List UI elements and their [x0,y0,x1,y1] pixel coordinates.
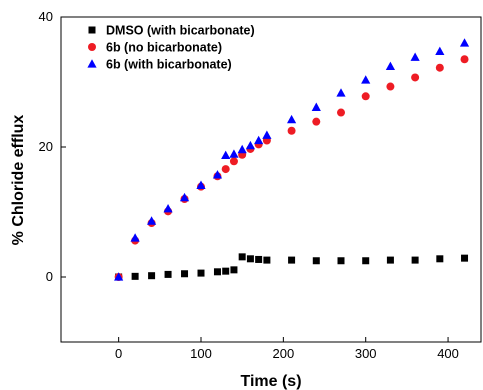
data-point-series-3 [385,61,396,70]
data-point-series-3 [459,38,470,47]
data-point-series-3 [262,130,272,139]
plot-frame [60,16,482,343]
x-tick-label: 0 [115,346,122,361]
data-point-series-3 [245,140,256,150]
data-point-series-1 [362,257,370,265]
data-point-series-3 [212,170,223,179]
data-point-series-2 [361,92,370,101]
data-point-series-1 [238,253,246,261]
data-point-series-3 [254,135,264,145]
data-point-series-3 [229,149,239,158]
data-point-series-2 [337,108,345,117]
data-point-series-2 [386,82,395,91]
legend: DMSO (with bicarbonate) 6b (no bicarbonat… [87,24,255,72]
legend-label-1: DMSO (with bicarbonate) [106,24,255,38]
legend-label-3: 6b (with bicarbonate) [106,58,232,72]
data-point-series-2 [229,157,238,166]
legend-marker-3 [87,59,97,68]
data-point-series-3 [311,102,321,111]
data-point-series-3 [435,46,445,56]
data-point-series-3 [130,233,140,242]
data-point-series-1 [148,272,156,280]
data-point-series-3 [114,272,124,281]
data-point-series-2 [312,117,321,126]
data-point-series-3 [196,180,206,189]
y-tick-label: 40 [39,9,53,24]
legend-marker-1 [88,26,96,34]
data-point-series-1 [181,270,189,278]
legend-label-2: 6b (no bicarbonate) [106,41,222,55]
data-point-series-1 [263,256,271,264]
data-point-series-1 [230,266,238,274]
data-point-series-3 [410,52,420,61]
data-point-series-1 [461,254,469,262]
data-point-series-1 [222,267,230,275]
x-tick-label: 400 [437,346,459,361]
data-point-series-1 [197,269,205,277]
x-tick-label: 200 [273,346,295,361]
data-point-series-1 [164,270,172,278]
data-point-series-2 [287,126,296,135]
data-point-series-1 [411,256,419,264]
x-tick-label: 100 [190,346,212,361]
data-point-series-3 [361,75,371,84]
data-point-series-1 [436,255,444,263]
y-tick-label: 0 [46,269,53,284]
data-point-series-1 [255,255,263,263]
data-point-series-1 [131,272,139,280]
data-point-series-1 [386,256,394,264]
data-point-series-1 [312,257,320,265]
y-axis-label: % Chloride efflux [10,115,27,246]
data-marks [114,38,470,281]
data-point-series-3 [163,203,173,213]
data-point-series-3 [237,144,247,154]
x-axis-label: Time (s) [240,373,301,390]
data-point-series-1 [337,257,345,265]
data-point-series-2 [411,73,420,82]
data-point-series-3 [336,88,346,97]
y-tick-label: 20 [39,139,53,154]
data-point-series-1 [213,268,221,276]
data-point-series-2 [221,165,230,174]
data-point-series-3 [146,216,157,225]
data-point-series-3 [221,150,231,160]
data-point-series-1 [246,255,254,263]
legend-marker-2 [88,43,96,51]
data-point-series-2 [435,63,444,72]
ticks: 0 100 200 300 400 0 20 40 [39,9,459,361]
data-point-series-3 [286,114,297,124]
data-point-series-3 [179,192,190,202]
data-point-series-1 [288,256,296,264]
x-tick-label: 300 [355,346,377,361]
data-point-series-2 [460,55,469,64]
